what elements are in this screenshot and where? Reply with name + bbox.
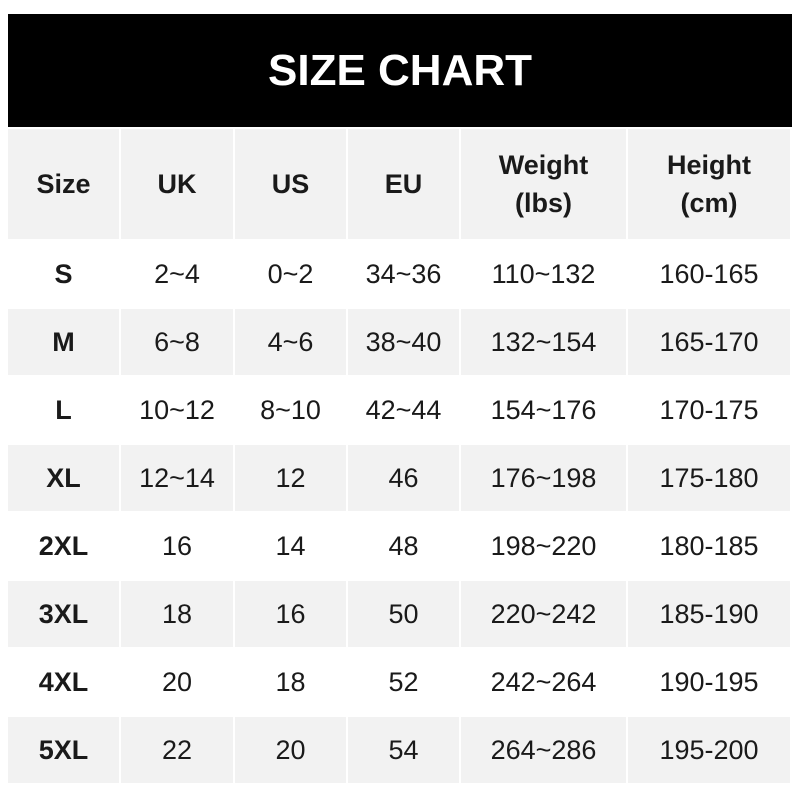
value-cell: 4~6 [235,309,348,377]
value-cell: 185-190 [628,581,792,649]
size-cell: 5XL [8,717,121,785]
size-cell: M [8,309,121,377]
table-row: XL 12~14 12 46 176~198 175-180 [8,445,792,513]
size-chart-table: Size UK US EU Weight (lbs) Height (cm) S 2~4 0~… [8,129,792,785]
size-cell: 3XL [8,581,121,649]
value-cell: 0~2 [235,241,348,309]
value-cell: 54 [348,717,461,785]
value-cell: 242~264 [461,649,628,717]
value-cell: 176~198 [461,445,628,513]
value-cell: 16 [235,581,348,649]
table-row: L 10~12 8~10 42~44 154~176 170-175 [8,377,792,445]
value-cell: 18 [235,649,348,717]
column-header: Weight (lbs) [461,129,628,241]
value-cell: 38~40 [348,309,461,377]
value-cell: 264~286 [461,717,628,785]
value-cell: 154~176 [461,377,628,445]
value-cell: 46 [348,445,461,513]
value-cell: 2~4 [121,241,235,309]
value-cell: 175-180 [628,445,792,513]
table-row: 2XL 16 14 48 198~220 180-185 [8,513,792,581]
header-row: Size UK US EU Weight (lbs) Height (cm) [8,129,792,241]
value-cell: 16 [121,513,235,581]
value-cell: 6~8 [121,309,235,377]
value-cell: 198~220 [461,513,628,581]
value-cell: 132~154 [461,309,628,377]
value-cell: 14 [235,513,348,581]
value-cell: 180-185 [628,513,792,581]
column-header: EU [348,129,461,241]
value-cell: 52 [348,649,461,717]
value-cell: 165-170 [628,309,792,377]
size-cell: 4XL [8,649,121,717]
value-cell: 34~36 [348,241,461,309]
value-cell: 20 [121,649,235,717]
value-cell: 12~14 [121,445,235,513]
value-cell: 8~10 [235,377,348,445]
value-cell: 18 [121,581,235,649]
value-cell: 170-175 [628,377,792,445]
table-row: 5XL 22 20 54 264~286 195-200 [8,717,792,785]
value-cell: 220~242 [461,581,628,649]
value-cell: 22 [121,717,235,785]
value-cell: 195-200 [628,717,792,785]
size-cell: XL [8,445,121,513]
value-cell: 48 [348,513,461,581]
size-cell: 2XL [8,513,121,581]
table-row: M 6~8 4~6 38~40 132~154 165-170 [8,309,792,377]
column-header: Size [8,129,121,241]
column-header: US [235,129,348,241]
value-cell: 10~12 [121,377,235,445]
size-chart-title: SIZE CHART [8,14,792,127]
table-row: 4XL 20 18 52 242~264 190-195 [8,649,792,717]
size-cell: L [8,377,121,445]
value-cell: 12 [235,445,348,513]
size-cell: S [8,241,121,309]
table-row: S 2~4 0~2 34~36 110~132 160-165 [8,241,792,309]
value-cell: 110~132 [461,241,628,309]
column-header: Height (cm) [628,129,792,241]
table-row: 3XL 18 16 50 220~242 185-190 [8,581,792,649]
column-header: UK [121,129,235,241]
value-cell: 42~44 [348,377,461,445]
value-cell: 50 [348,581,461,649]
value-cell: 20 [235,717,348,785]
value-cell: 190-195 [628,649,792,717]
value-cell: 160-165 [628,241,792,309]
